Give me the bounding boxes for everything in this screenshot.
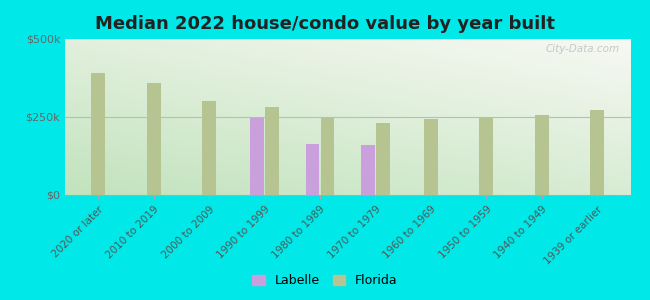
Text: Median 2022 house/condo value by year built: Median 2022 house/condo value by year bu… — [95, 15, 555, 33]
Bar — [361, 145, 375, 195]
Legend: Labelle, Florida: Labelle, Florida — [248, 270, 402, 291]
Bar — [202, 101, 216, 195]
Bar — [147, 83, 161, 195]
Bar — [376, 123, 390, 195]
Bar — [265, 107, 279, 195]
Bar — [306, 145, 320, 195]
Bar — [320, 118, 335, 195]
Bar — [250, 118, 264, 195]
Bar — [424, 119, 438, 195]
Bar — [480, 118, 493, 195]
Bar — [535, 115, 549, 195]
Bar — [92, 73, 105, 195]
Bar — [590, 110, 604, 195]
Text: City-Data.com: City-Data.com — [545, 44, 619, 54]
